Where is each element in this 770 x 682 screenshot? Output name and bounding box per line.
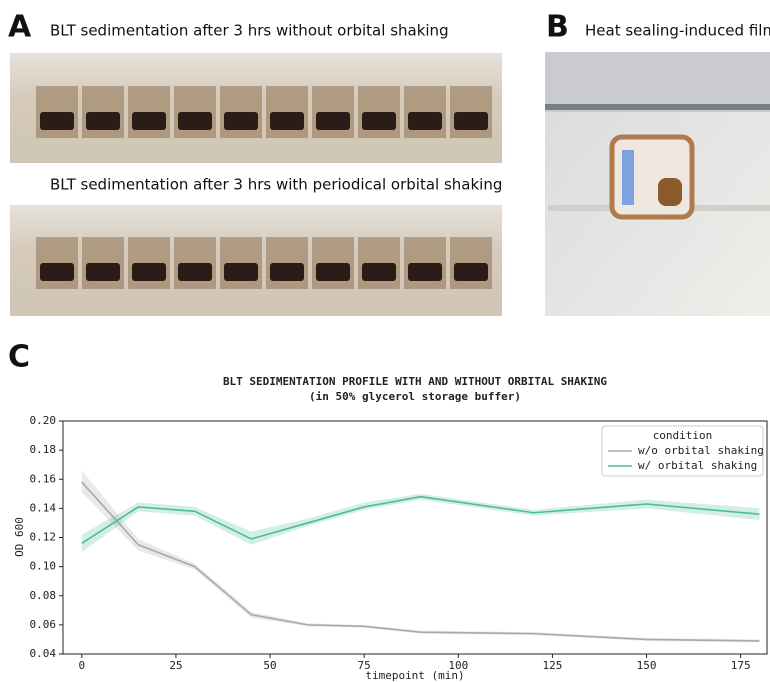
well-sediment (40, 112, 74, 130)
figure-canvas: A BLT sedimentation after 3 hrs without … (0, 0, 770, 682)
y-tick-label: 0.14 (30, 501, 57, 514)
legend-label: w/ orbital shaking (638, 459, 757, 472)
y-tick-label: 0.08 (30, 589, 57, 602)
well-sediment (224, 263, 258, 281)
figure: A BLT sedimentation after 3 hrs without … (0, 0, 770, 682)
x-tick-label: 75 (358, 659, 371, 672)
well-sediment (316, 112, 350, 130)
y-tick-label: 0.12 (30, 531, 57, 544)
legend-label: w/o orbital shaking (638, 444, 764, 457)
well-sediment (362, 112, 396, 130)
well-sediment (408, 112, 442, 130)
photo-caption: Heat sealing-induced film (585, 22, 770, 40)
y-tick-label: 0.06 (30, 618, 57, 631)
x-tick-label: 25 (169, 659, 182, 672)
y-tick-label: 0.18 (30, 443, 57, 456)
well-sediment (40, 263, 74, 281)
y-axis-label: OD 600 (13, 517, 26, 557)
well-sediment (316, 263, 350, 281)
well-sediment (270, 112, 304, 130)
confidence-band (82, 494, 760, 552)
well-sediment (454, 263, 488, 281)
chart-subtitle: (in 50% glycerol storage buffer) (309, 390, 521, 403)
photo (10, 53, 502, 163)
x-tick-label: 125 (542, 659, 562, 672)
well-sediment (362, 263, 396, 281)
well-sediment (86, 263, 120, 281)
well-sediment (270, 263, 304, 281)
well-sediment (408, 263, 442, 281)
photo (10, 205, 502, 316)
panel-label: C (8, 340, 30, 375)
x-tick-label: 175 (731, 659, 751, 672)
panel-label: A (8, 10, 32, 45)
y-tick-label: 0.16 (30, 472, 57, 485)
legend-title: condition (653, 429, 713, 442)
panel-label: B (546, 10, 569, 45)
x-tick-label: 100 (448, 659, 468, 672)
well-sediment (86, 112, 120, 130)
x-tick-label: 50 (263, 659, 276, 672)
photo (545, 52, 770, 316)
well-sediment (178, 263, 212, 281)
y-tick-label: 0.20 (30, 414, 57, 427)
well-sediment (132, 263, 166, 281)
y-tick-label: 0.04 (30, 647, 57, 660)
y-tick-label: 0.10 (30, 560, 57, 573)
well-sediment (224, 112, 258, 130)
chart-title: BLT SEDIMENTATION PROFILE WITH AND WITHO… (223, 375, 607, 388)
photo-caption: BLT sedimentation after 3 hrs with perio… (50, 176, 502, 194)
well-sediment (454, 112, 488, 130)
well-sediment (132, 112, 166, 130)
well-sediment (178, 112, 212, 130)
x-tick-label: 150 (637, 659, 657, 672)
photo-caption: BLT sedimentation after 3 hrs without or… (50, 22, 449, 40)
x-tick-label: 0 (79, 659, 86, 672)
